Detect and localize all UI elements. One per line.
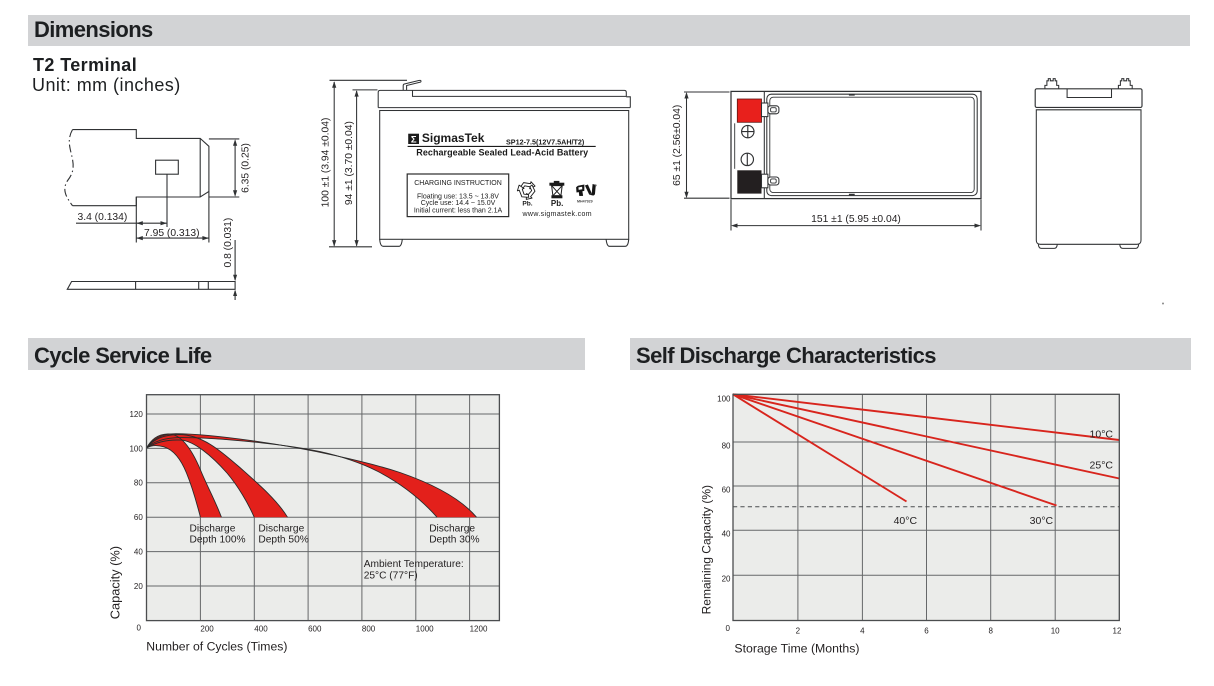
svg-text:100: 100 bbox=[717, 395, 731, 404]
svg-text:Depth 50%: Depth 50% bbox=[258, 534, 308, 545]
svg-text:Depth 100%: Depth 100% bbox=[190, 534, 246, 545]
svg-text:Ambient Temperature:: Ambient Temperature: bbox=[364, 559, 464, 570]
svg-text:7.95 (0.313): 7.95 (0.313) bbox=[144, 228, 200, 239]
svg-text:2: 2 bbox=[796, 627, 801, 636]
svg-text:80: 80 bbox=[722, 442, 731, 451]
svg-text:151 ±1 (5.95 ±0.04): 151 ±1 (5.95 ±0.04) bbox=[811, 214, 901, 225]
svg-text:40: 40 bbox=[722, 530, 731, 539]
svg-text:200: 200 bbox=[200, 624, 214, 633]
svg-text:Cycle use: 14.4 ~ 15.0V: Cycle use: 14.4 ~ 15.0V bbox=[421, 200, 496, 207]
svg-text:1000: 1000 bbox=[416, 624, 434, 633]
svg-text:20: 20 bbox=[722, 575, 731, 584]
svg-text:0: 0 bbox=[137, 624, 142, 633]
svg-text:25°C: 25°C bbox=[1090, 460, 1114, 472]
svg-text:Rechargeable Sealed Lead-Acid: Rechargeable Sealed Lead-Acid Battery bbox=[416, 148, 588, 158]
svg-text:Initial current: less than 2.1: Initial current: less than 2.1A bbox=[414, 207, 503, 214]
svg-text:40: 40 bbox=[134, 548, 143, 557]
svg-text:Discharge: Discharge bbox=[190, 524, 236, 535]
svg-text:800: 800 bbox=[362, 624, 376, 633]
svg-text:3.4 (0.134): 3.4 (0.134) bbox=[78, 212, 128, 223]
svg-text:MH47929: MH47929 bbox=[577, 199, 593, 203]
svg-text:Depth 30%: Depth 30% bbox=[429, 534, 479, 545]
svg-text:6.35 (0.25): 6.35 (0.25) bbox=[240, 143, 251, 193]
svg-text:Floating use: 13.5 ~ 13.8V: Floating use: 13.5 ~ 13.8V bbox=[417, 194, 499, 201]
svg-text:20: 20 bbox=[134, 582, 143, 591]
svg-text:Discharge: Discharge bbox=[258, 524, 304, 535]
svg-text:Capacity (%): Capacity (%) bbox=[108, 546, 123, 619]
svg-text:Remaining Capacity (%): Remaining Capacity (%) bbox=[700, 485, 714, 614]
svg-text:600: 600 bbox=[308, 624, 322, 633]
svg-text:0.8 (0.031): 0.8 (0.031) bbox=[223, 218, 234, 268]
svg-text:Pb.: Pb. bbox=[522, 201, 532, 208]
svg-text:Storage Time (Months): Storage Time (Months) bbox=[734, 642, 859, 656]
svg-text:0: 0 bbox=[726, 624, 731, 633]
svg-text:400: 400 bbox=[254, 624, 268, 633]
svg-text:25°C (77°F): 25°C (77°F) bbox=[364, 570, 418, 581]
svg-text:30°C: 30°C bbox=[1030, 515, 1054, 527]
svg-text:100: 100 bbox=[129, 444, 143, 453]
svg-text:10°C: 10°C bbox=[1090, 429, 1114, 441]
svg-text:Pb.: Pb. bbox=[551, 199, 563, 208]
svg-text:Discharge: Discharge bbox=[429, 524, 475, 535]
svg-text:8: 8 bbox=[988, 627, 993, 636]
svg-text:Σ: Σ bbox=[411, 134, 417, 145]
svg-text:65 ±1 (2.56±0.04): 65 ±1 (2.56±0.04) bbox=[672, 105, 683, 186]
svg-text:6: 6 bbox=[924, 627, 929, 636]
svg-text:60: 60 bbox=[134, 513, 143, 522]
svg-text:Number of Cycles (Times): Number of Cycles (Times) bbox=[146, 640, 287, 654]
svg-text:SigmasTek: SigmasTek bbox=[422, 131, 485, 145]
svg-text:1200: 1200 bbox=[470, 624, 488, 633]
svg-text:SP12-7.5(12V7.5AH/T2): SP12-7.5(12V7.5AH/T2) bbox=[506, 137, 585, 146]
svg-text:10: 10 bbox=[1051, 627, 1060, 636]
svg-text:4: 4 bbox=[860, 627, 865, 636]
svg-text:80: 80 bbox=[134, 479, 143, 488]
svg-text:www.sigmastek.com: www.sigmastek.com bbox=[522, 211, 592, 218]
svg-text:60: 60 bbox=[722, 486, 731, 495]
svg-text:12: 12 bbox=[1113, 627, 1122, 636]
svg-text:94 ±1 (3.70 ±0.04): 94 ±1 (3.70 ±0.04) bbox=[344, 121, 355, 205]
svg-text:40°C: 40°C bbox=[894, 515, 918, 527]
svg-text:CHARGING INSTRUCTION: CHARGING INSTRUCTION bbox=[414, 180, 502, 187]
svg-text:100 ±1 (3.94 ±0.04): 100 ±1 (3.94 ±0.04) bbox=[321, 118, 332, 208]
svg-text:120: 120 bbox=[129, 410, 143, 419]
